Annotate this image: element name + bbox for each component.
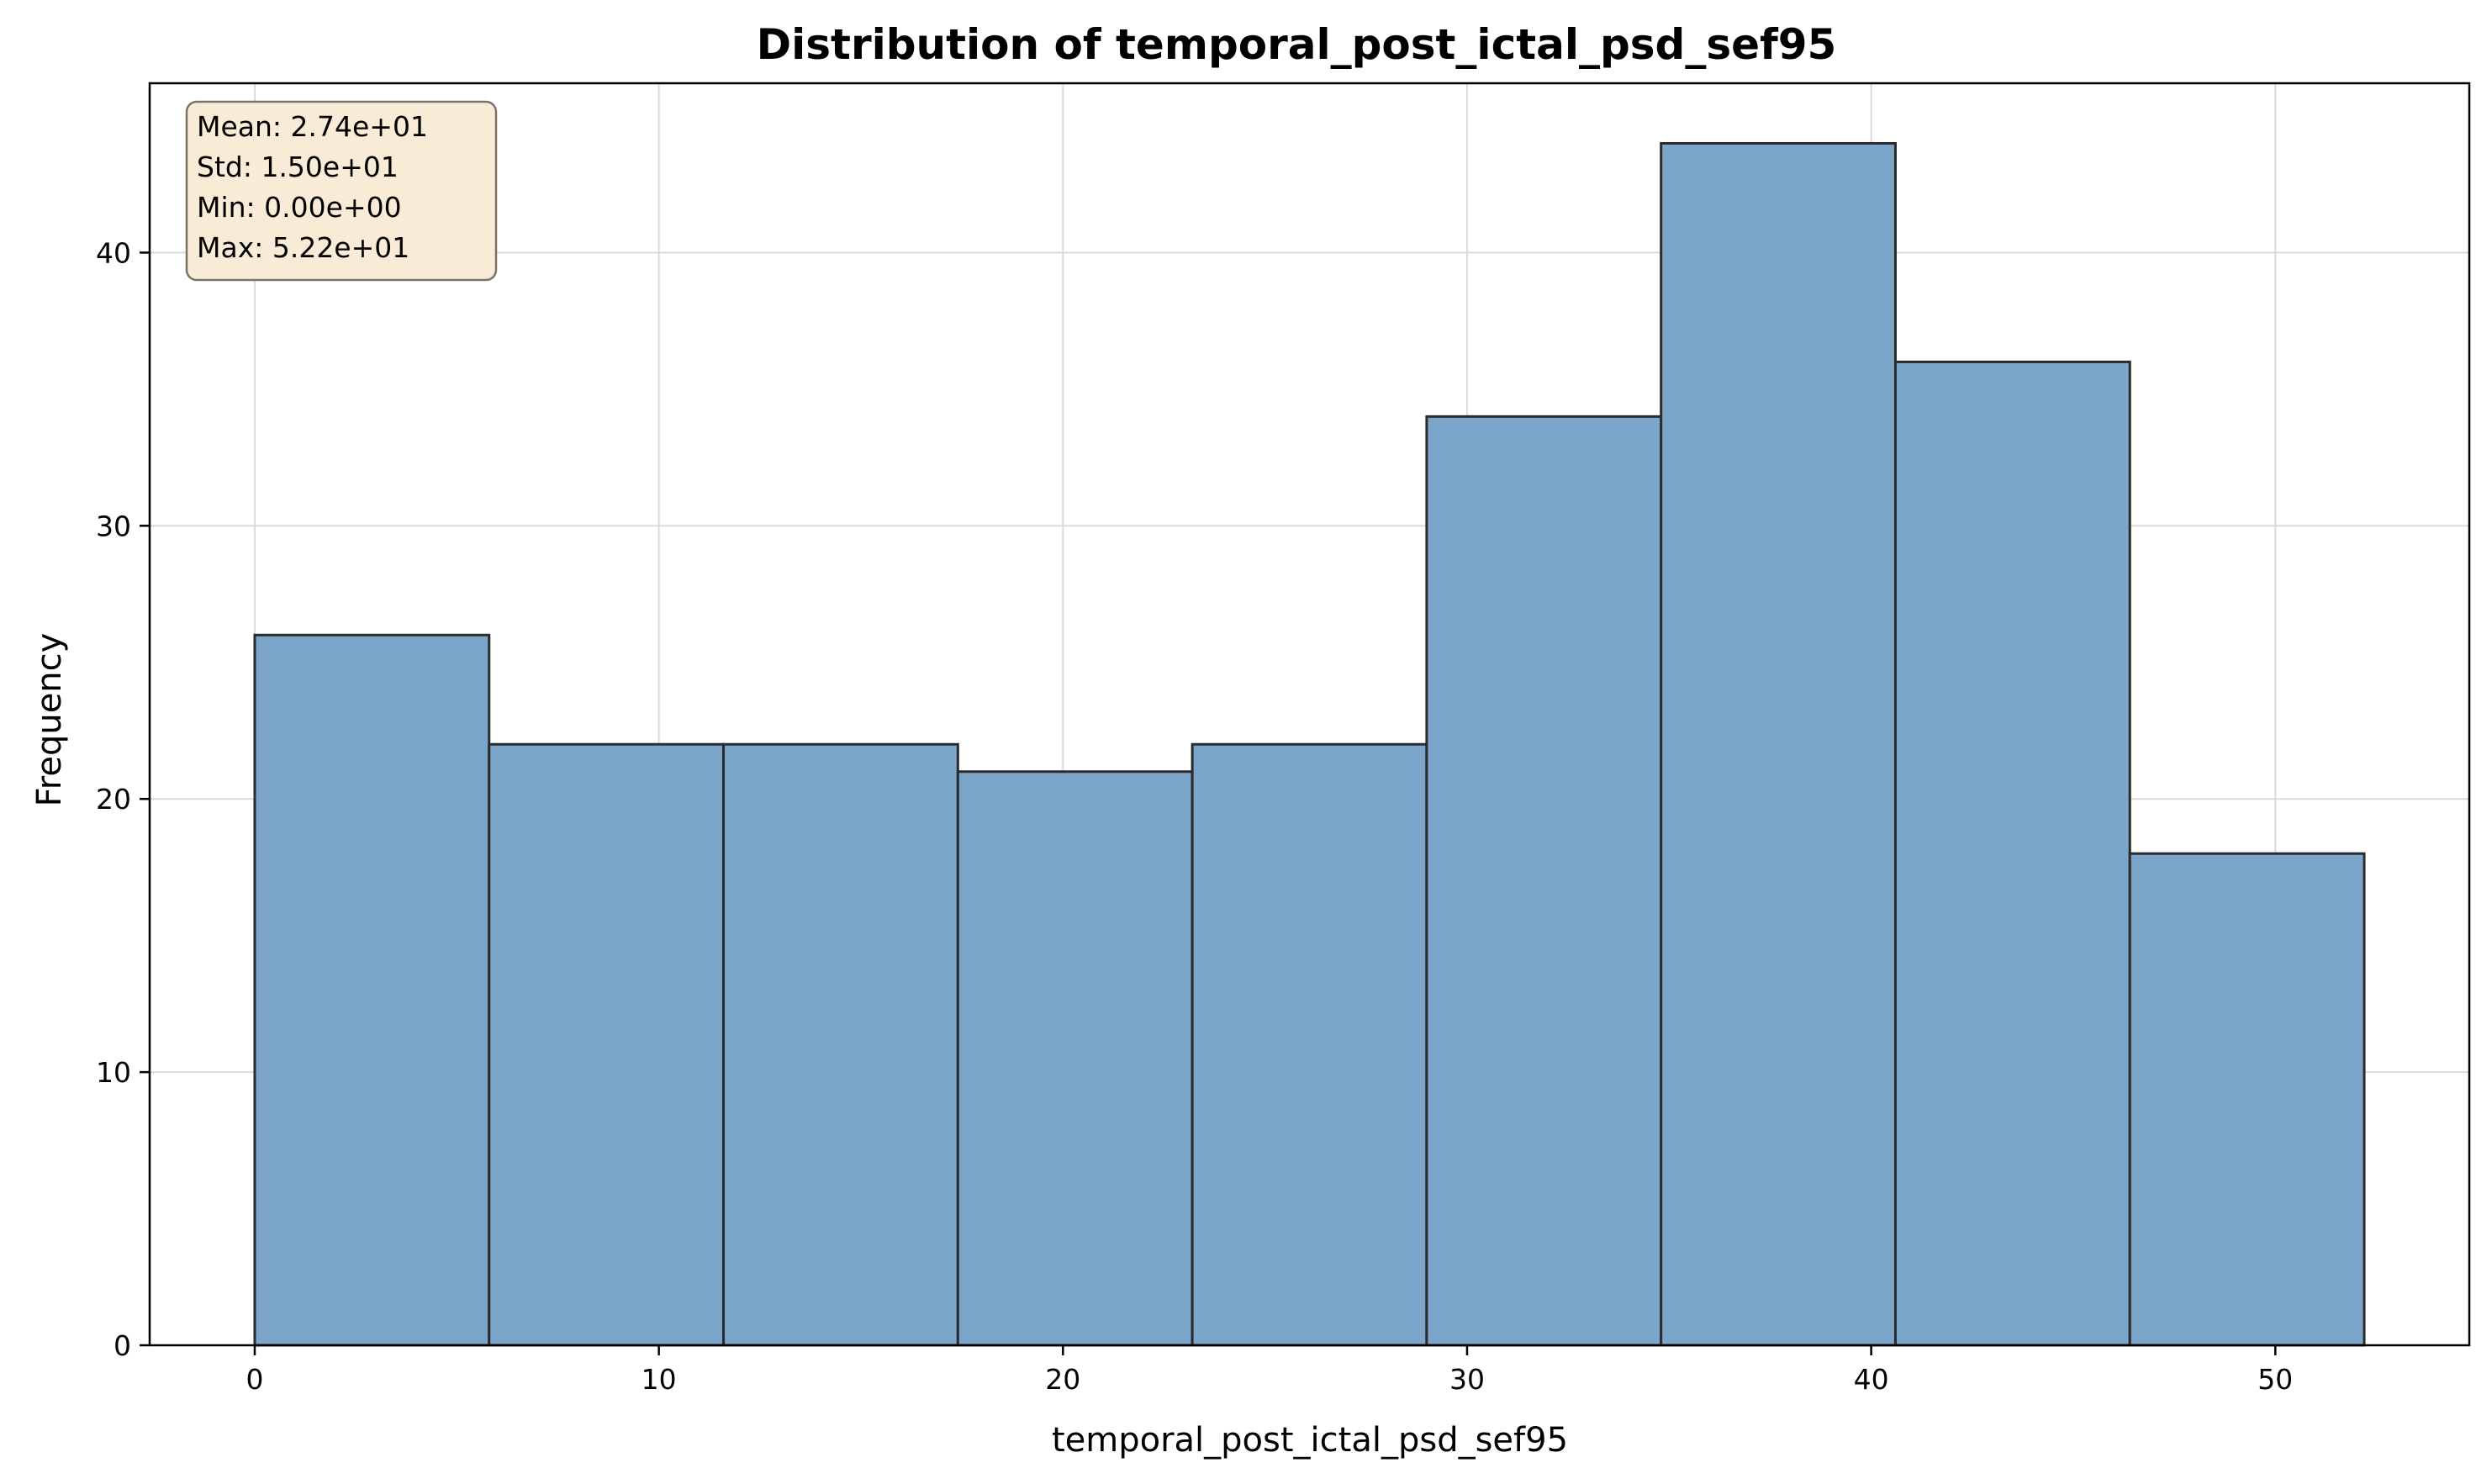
x-tick-label: 10: [641, 1363, 677, 1396]
stats-min: Min: 0.00e+00: [197, 191, 402, 224]
histogram-bar: [2128, 852, 2366, 1347]
x-axis-label: temporal_post_ictal_psd_sef95: [1052, 1421, 1568, 1460]
x-tick-label: 50: [2257, 1363, 2293, 1396]
histogram-bar: [722, 742, 959, 1347]
histogram-bar: [488, 742, 726, 1347]
x-tick-label: 40: [1854, 1363, 1889, 1396]
histogram-bar: [1425, 415, 1663, 1347]
histogram-bars: [253, 141, 2366, 1347]
histogram-bar: [253, 633, 491, 1347]
stats-box: Mean: 2.74e+01 Std: 1.50e+01 Min: 0.00e+…: [185, 100, 498, 282]
stats-max: Max: 5.22e+01: [197, 231, 409, 264]
stats-box-background: [185, 100, 498, 282]
histogram-bar: [1893, 360, 2131, 1347]
y-tick-label: 30: [96, 510, 131, 542]
y-tick-label: 10: [96, 1056, 131, 1089]
stats-mean: Mean: 2.74e+01: [197, 110, 428, 143]
x-tick-label: 20: [1045, 1363, 1080, 1396]
histogram-bar: [1191, 742, 1428, 1347]
stats-std: Std: 1.50e+01: [197, 151, 399, 183]
x-tick-label: 30: [1449, 1363, 1485, 1396]
y-tick-label: 0: [114, 1329, 131, 1362]
x-tick-label: 0: [246, 1363, 263, 1396]
y-axis-ticks: 0 10 20 30 40: [96, 236, 150, 1362]
histogram-bar: [956, 770, 1194, 1347]
y-tick-label: 40: [96, 236, 131, 269]
chart-title: Distribution of temporal_post_ictal_psd_…: [757, 20, 1837, 69]
y-axis-label: Frequency: [30, 633, 69, 807]
y-tick-label: 20: [96, 783, 131, 816]
x-axis-ticks: 0 10 20 30 40 50: [246, 1345, 2293, 1396]
histogram-bar: [1660, 141, 1897, 1347]
plot-frame: [148, 82, 2471, 1347]
